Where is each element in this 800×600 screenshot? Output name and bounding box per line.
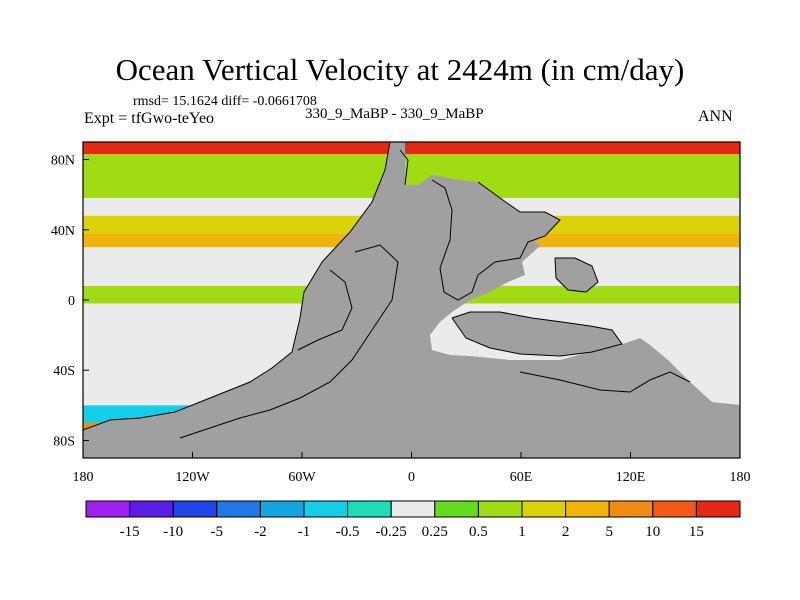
colorbar-label: -5 [211,524,224,540]
y-tick-label: 80N [51,154,75,169]
colorbar-label: 1 [518,524,526,540]
colorbar-box [565,500,610,518]
experiment-label: Expt = tfGwo-teYeo [84,110,215,127]
colorbar-box [390,500,436,518]
colorbar-label: 5 [605,524,613,540]
chart-title: Ocean Vertical Velocity at 2424m (in cm/… [115,52,685,87]
y-tick-label: 0 [68,294,75,309]
land-antarctic-edge [452,312,622,356]
land-small-east [555,258,598,292]
stats-line: rmsd= 15.1624 diff= -0.0661708 [133,94,317,109]
x-axis: 180 120W 60W 0 60E 120E 180 [73,452,751,485]
colorbar-box [608,500,654,518]
colorbar-label: -2 [254,524,267,540]
colorbar-label: -15 [120,524,140,540]
colorbar-box [347,500,392,518]
x-tick-label: 60E [510,470,533,485]
land-mask [83,142,740,458]
colorbar-label: -0.5 [336,524,360,540]
colorbar-label: 10 [645,524,660,540]
colorbar-label: -1 [298,524,311,540]
case-label: 330_9_MaBP - 330_9_MaBP [305,106,484,122]
colorbar-box [303,500,349,518]
colorbar-label: 15 [689,524,704,540]
x-tick-label: 180 [73,470,94,485]
colorbar-box [172,500,218,518]
x-tick-label: 120W [175,470,210,485]
colorbar-label: -10 [163,524,183,540]
colorbar-box [434,500,479,518]
x-tick-label: 120E [616,470,646,485]
x-tick-label: 180 [730,470,751,485]
y-tick-label: 40N [51,224,75,239]
land-east-block [418,178,560,300]
colorbar-label: 0.5 [469,524,488,540]
colorbar: -15 -10 -5 -2 -1 -0.5 -0.25 0.25 0.5 1 2 5 10 15 [85,500,741,540]
colorbar-box [85,500,131,518]
ocean-band-0 [83,142,740,155]
land-pangaea-west [83,142,740,458]
colorbar-box [521,500,567,518]
season-label: ANN [698,108,733,125]
colorbar-box [259,500,305,518]
colorbar-box [477,500,523,518]
y-tick-label: 80S [53,434,75,449]
colorbar-box [216,500,261,518]
colorbar-box [652,500,697,518]
colorbar-label: 0.25 [422,524,448,540]
colorbar-box [695,500,741,518]
x-tick-label: 0 [408,470,415,485]
colorbar-box [129,500,174,518]
colorbar-label: 2 [562,524,570,540]
y-axis: 80N 40N 0 40S 80S [51,154,89,449]
colorbar-label: -0.25 [376,524,407,540]
x-tick-label: 60W [288,470,316,485]
y-tick-label: 40S [53,364,75,379]
coastlines [83,142,691,439]
